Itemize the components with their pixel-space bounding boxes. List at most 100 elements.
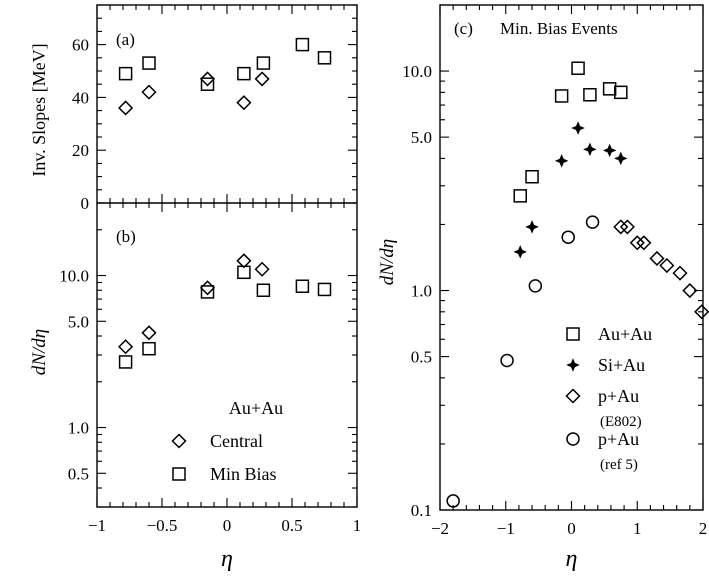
data-point bbox=[200, 285, 215, 299]
xtick-label: 1 bbox=[353, 516, 362, 535]
y-axis-label-c: dN/dη bbox=[377, 239, 398, 285]
data-point bbox=[199, 71, 216, 87]
data-point bbox=[317, 282, 332, 297]
legend-marker bbox=[566, 358, 580, 372]
panel-title-c: Min. Bias Events bbox=[500, 19, 618, 38]
legend-sublabel: (E802) bbox=[600, 414, 642, 430]
legend-marker bbox=[565, 388, 581, 404]
data-point bbox=[561, 230, 575, 244]
legend-label: Central bbox=[210, 431, 263, 451]
data-point bbox=[585, 215, 600, 229]
data-point bbox=[525, 220, 539, 234]
data-point bbox=[513, 245, 527, 259]
data-point bbox=[659, 257, 675, 274]
x-axis-label-c: η bbox=[566, 546, 578, 572]
data-point bbox=[672, 265, 688, 281]
data-point bbox=[636, 235, 652, 251]
xtick-label: −1 bbox=[497, 519, 515, 538]
xtick-label: −0.5 bbox=[147, 516, 178, 535]
ytick-label: 1.0 bbox=[68, 419, 89, 438]
data-point bbox=[236, 253, 252, 269]
data-point bbox=[199, 280, 216, 296]
ytick-label: 1.0 bbox=[411, 282, 432, 301]
legend-sublabel: (ref 5) bbox=[600, 457, 638, 473]
data-point bbox=[554, 154, 569, 168]
data-point bbox=[118, 100, 134, 116]
data-point bbox=[583, 142, 597, 157]
data-point bbox=[236, 95, 252, 111]
data-point bbox=[629, 235, 645, 251]
data-point bbox=[649, 250, 665, 267]
xtick-label: 0.5 bbox=[281, 516, 302, 535]
ytick-label: 5.0 bbox=[411, 128, 432, 147]
ytick-label: 10.0 bbox=[59, 267, 89, 286]
data-point bbox=[142, 341, 156, 356]
legend-marker bbox=[171, 433, 187, 449]
legend-marker bbox=[566, 327, 580, 341]
xtick-label: 0 bbox=[567, 519, 576, 538]
data-point bbox=[295, 279, 310, 294]
ytick-label: 20 bbox=[72, 141, 89, 160]
data-point bbox=[142, 56, 156, 70]
legend-label: p+Au bbox=[598, 429, 639, 449]
system-label: Au+Au bbox=[229, 398, 283, 418]
panel-label-a: (a) bbox=[116, 30, 135, 49]
data-point bbox=[694, 304, 709, 320]
data-point bbox=[446, 494, 460, 508]
ytick-label: 0.1 bbox=[411, 501, 432, 520]
ytick-label: 0 bbox=[81, 194, 90, 213]
legend-label: p+Au bbox=[598, 386, 639, 406]
ytick-label: 0.5 bbox=[411, 348, 432, 367]
panel-label-b: (b) bbox=[116, 227, 136, 246]
legend-label: Au+Au bbox=[598, 324, 652, 344]
data-point bbox=[571, 61, 585, 75]
data-point bbox=[500, 353, 514, 368]
y-axis-label-b: dN/dη bbox=[29, 329, 50, 375]
data-point bbox=[619, 219, 635, 235]
data-point bbox=[614, 151, 628, 166]
data-point bbox=[254, 261, 270, 277]
data-point bbox=[602, 82, 617, 96]
legend-marker bbox=[172, 467, 186, 481]
data-point bbox=[254, 71, 270, 87]
data-point bbox=[528, 279, 543, 293]
ytick-label: 10.0 bbox=[402, 62, 432, 81]
data-point bbox=[682, 282, 698, 299]
xtick-label: 0 bbox=[223, 516, 232, 535]
y-axis-label-a: Inv. Slopes [MeV] bbox=[29, 43, 49, 176]
legend-marker bbox=[566, 432, 580, 446]
data-point bbox=[614, 85, 628, 100]
data-point bbox=[583, 87, 597, 102]
data-point bbox=[237, 66, 251, 81]
data-point bbox=[256, 283, 271, 298]
data-point bbox=[554, 89, 569, 103]
ytick-label: 5.0 bbox=[68, 312, 89, 331]
data-point bbox=[237, 265, 251, 280]
data-point bbox=[256, 56, 271, 70]
data-point bbox=[118, 355, 133, 369]
data-point bbox=[118, 66, 133, 81]
legend-label: Min Bias bbox=[210, 464, 277, 484]
data-point bbox=[613, 219, 629, 235]
xtick-label: −2 bbox=[431, 519, 449, 538]
data-point bbox=[513, 189, 527, 203]
xtick-label: −1 bbox=[88, 516, 106, 535]
data-point bbox=[141, 325, 157, 341]
data-point bbox=[525, 169, 539, 184]
panel-label-c: (c) bbox=[454, 19, 473, 38]
xtick-label: 1 bbox=[633, 519, 642, 538]
data-point bbox=[571, 121, 585, 135]
data-point bbox=[602, 143, 617, 158]
x-axis-label-b: η bbox=[221, 546, 233, 572]
xtick-label: 2 bbox=[699, 519, 708, 538]
data-point bbox=[200, 77, 215, 91]
ytick-label: 60 bbox=[72, 36, 89, 55]
data-point bbox=[141, 84, 157, 100]
data-point bbox=[295, 37, 310, 52]
ytick-label: 0.5 bbox=[68, 464, 89, 483]
legend-label: Si+Au bbox=[598, 355, 645, 375]
data-point bbox=[118, 339, 134, 355]
data-point bbox=[317, 51, 332, 65]
ytick-label: 40 bbox=[72, 88, 89, 107]
